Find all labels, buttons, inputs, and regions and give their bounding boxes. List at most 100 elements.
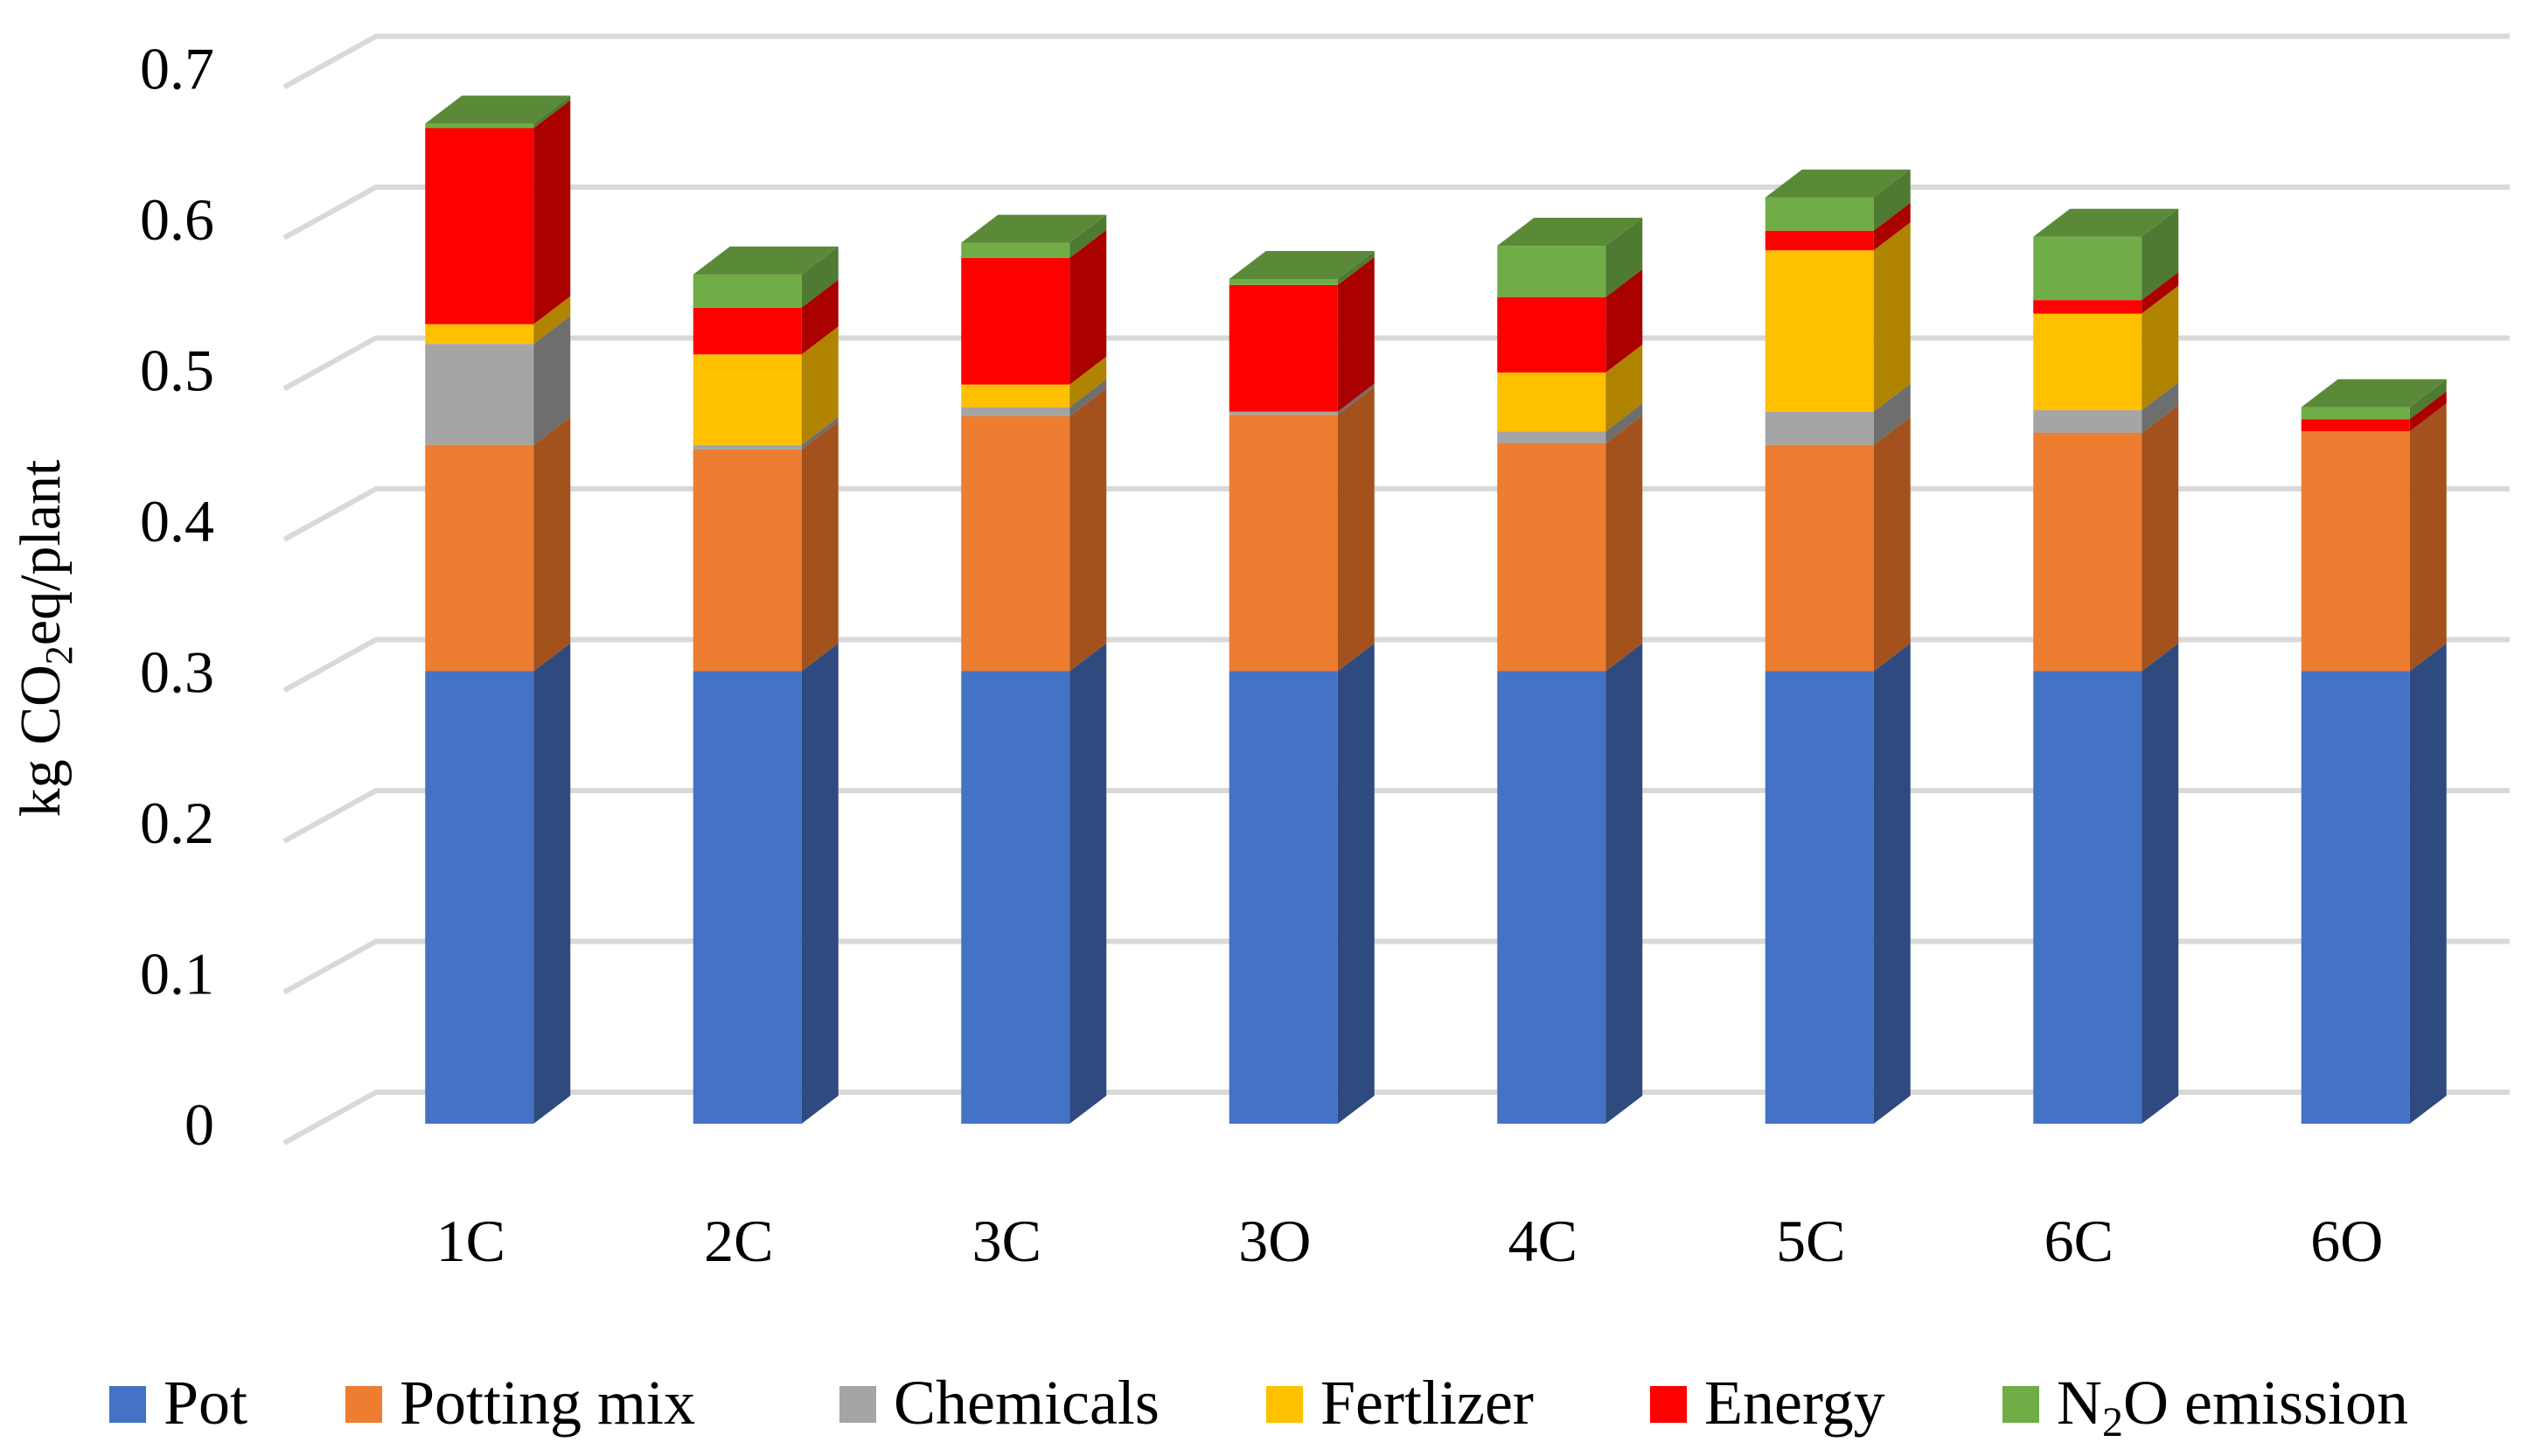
bar-top: [2301, 379, 2447, 408]
bar-side: [1873, 169, 1911, 231]
bar-segment-fertlizer-5c: [1765, 222, 1911, 412]
bar-side: [801, 279, 839, 355]
bar-face: [1765, 230, 1874, 251]
bar-face: [2033, 236, 2142, 301]
legend-swatch: [109, 1386, 146, 1423]
bar-stack-4c: [1497, 218, 1643, 1124]
bar-face: [1497, 296, 1606, 373]
bar-top: [1765, 169, 1911, 198]
bar-segment-pot-6c: [2033, 643, 2179, 1124]
bar-side: [1873, 416, 1911, 672]
legend: Pot Potting mix Chemicals Fertlizer Energy N2…: [109, 1368, 2408, 1446]
bar-segment-pot-3c: [961, 643, 1107, 1124]
bar-segment-chemicals-5c: [1765, 383, 1911, 445]
bar-side: [533, 643, 571, 1124]
bar-segment-fertlizer-4c: [1497, 344, 1643, 432]
bar-face: [1229, 671, 1338, 1124]
bar-side: [1605, 643, 1643, 1124]
bar-face: [961, 407, 1070, 416]
bar-side: [533, 316, 571, 445]
bar-segment-energy-3o: [1229, 256, 1375, 412]
bar-stack-3o: [1229, 251, 1375, 1124]
y-tick-label: 0.5: [140, 338, 214, 404]
bar-face: [961, 671, 1070, 1124]
bar-side: [533, 416, 571, 672]
bar-face: [1765, 197, 1874, 231]
legend-swatch: [345, 1386, 382, 1423]
bar-side: [801, 326, 839, 445]
legend-swatch: [839, 1386, 876, 1423]
bar-segment-n2o-emission-6o: [2301, 379, 2447, 420]
legend-item-chemicals: Chemicals: [839, 1368, 1160, 1438]
bar-segment-potting-mix-6o: [2301, 403, 2447, 672]
bar-segment-fertlizer-2c: [693, 326, 839, 445]
y-tick-label: 0.6: [140, 186, 214, 253]
bar-face: [961, 242, 1070, 258]
bar-side: [1605, 403, 1643, 444]
bar-top: [693, 246, 839, 275]
bar-side: [2141, 643, 2179, 1124]
bar-segment-energy-3c: [961, 229, 1107, 385]
bar-segment-n2o-emission-3c: [961, 214, 1107, 258]
bar-segment-pot-5c: [1765, 643, 1911, 1124]
bar-side: [801, 643, 839, 1124]
bar-face: [961, 415, 1070, 672]
bar-segment-potting-mix-3o: [1229, 387, 1375, 672]
bar-segment-energy-4c: [1497, 268, 1643, 373]
x-tick-label-5c: 5C: [1776, 1208, 1845, 1274]
bar-face: [2033, 300, 2142, 314]
bar-side: [2409, 643, 2447, 1124]
bar-side: [1069, 387, 1107, 672]
legend-label: Chemicals: [894, 1368, 1160, 1438]
bar-face: [2301, 671, 2410, 1124]
bar-face: [1497, 372, 1606, 432]
x-axis-ticks: 1C 2C 3C 3O 4C 5C 6C 6O: [436, 1208, 2384, 1274]
bar-face: [693, 444, 802, 449]
bar-stack-6o: [2301, 379, 2447, 1124]
legend-item-fertlizer: Fertlizer: [1266, 1368, 1534, 1438]
gridlines: [282, 33, 2510, 1146]
bar-side: [2141, 404, 2179, 672]
bar-segment-chemicals-1c: [425, 316, 571, 445]
legend-item-pot: Pot: [109, 1368, 247, 1438]
legend-label: Energy: [1704, 1368, 1885, 1438]
bar-face: [1497, 431, 1606, 444]
bar-face: [2033, 313, 2142, 411]
legend-swatch: [1266, 1386, 1303, 1423]
bar-side: [1873, 202, 1911, 251]
x-tick-label-2c: 2C: [704, 1208, 773, 1274]
bar-face: [1497, 443, 1606, 672]
y-tick-label: 0.4: [140, 488, 214, 554]
bar-face: [425, 671, 534, 1124]
y-tick-label: 0.7: [140, 36, 214, 102]
bar-face: [693, 307, 802, 355]
x-tick-label-3o: 3O: [1238, 1208, 1311, 1274]
bar-segment-n2o-emission-3o: [1229, 251, 1375, 285]
bar-side: [2409, 391, 2447, 432]
bar-face: [425, 123, 534, 129]
bar-top: [2033, 208, 2179, 237]
bar-side: [2409, 379, 2447, 420]
bar-side: [1873, 643, 1911, 1124]
bar-segment-energy-5c: [1765, 202, 1911, 251]
legend-label: N2O emission: [2057, 1368, 2408, 1446]
legend-swatch: [2002, 1386, 2039, 1423]
bar-side: [1337, 383, 1375, 415]
bar-segment-n2o-emission-2c: [693, 246, 839, 308]
bar-segment-potting-mix-2c: [693, 421, 839, 672]
bar-side: [2141, 208, 2179, 301]
bar-side: [2141, 272, 2179, 314]
bar-face: [1765, 411, 1874, 445]
bar-face: [425, 344, 534, 445]
bar-face: [693, 354, 802, 445]
legend-item-potting-mix: Potting mix: [345, 1368, 695, 1438]
y-axis-title: kg CO2eq/plant: [9, 460, 80, 818]
bar-side: [1069, 379, 1107, 416]
bar-side: [1605, 415, 1643, 672]
bar-segment-chemicals-4c: [1497, 403, 1643, 444]
bar-segment-fertlizer-3c: [961, 356, 1107, 408]
bar-top: [1497, 218, 1643, 247]
bar-stack-1c: [425, 95, 571, 1124]
bar-face: [1229, 415, 1338, 672]
